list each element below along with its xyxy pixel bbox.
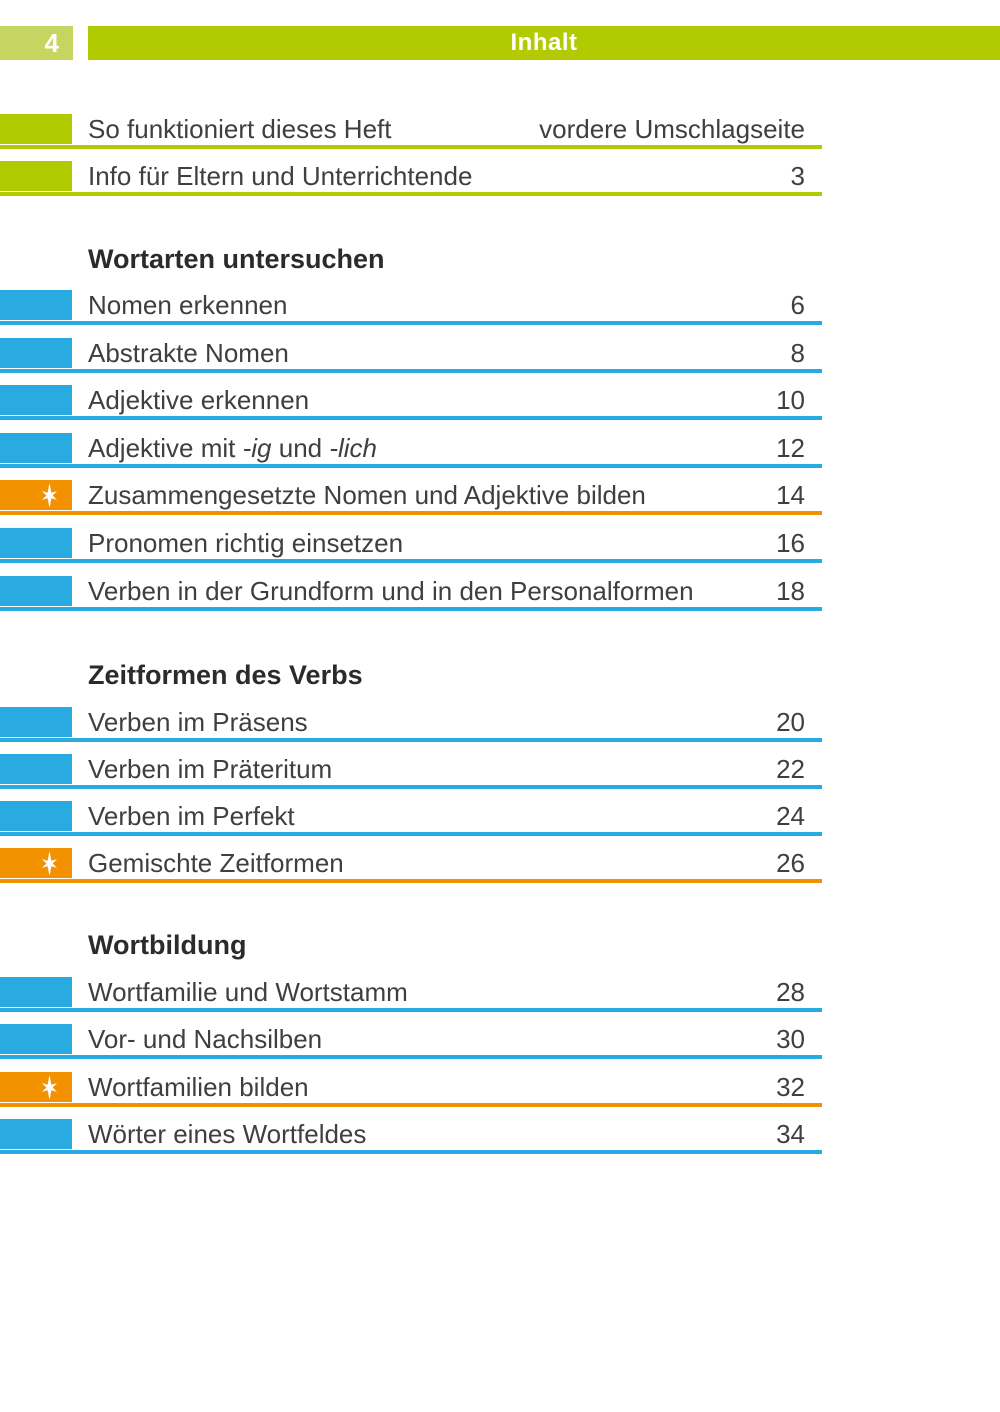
row-marker	[0, 480, 72, 510]
toc-row: Wortfamilie und Wortstamm 28	[0, 977, 822, 1012]
toc-item-page: 26	[776, 848, 805, 878]
toc-row: Verben im Präteritum 22	[0, 754, 822, 789]
row-marker	[0, 528, 72, 558]
row-marker	[0, 1119, 72, 1149]
toc-row: Adjektive erkennen 10	[0, 385, 822, 420]
toc-row: Pronomen richtig einsetzen 16	[0, 528, 822, 563]
row-marker	[0, 801, 72, 831]
star-burst-icon	[41, 850, 58, 876]
toc-row: Verben in der Grundform und in den Perso…	[0, 576, 822, 611]
toc-row: Vor- und Nachsilben 30	[0, 1024, 822, 1059]
toc-row: So funktioniert dieses Heft vordere Umsc…	[0, 114, 822, 149]
toc-item-page: 22	[776, 754, 805, 784]
row-marker	[0, 1072, 72, 1102]
page-number: 4	[0, 26, 73, 60]
star-burst-icon	[41, 1074, 58, 1100]
toc-item-page: 18	[776, 576, 805, 606]
toc-row: Nomen erkennen 6	[0, 290, 822, 325]
toc-item-label: Wörter eines Wortfeldes	[88, 1119, 367, 1149]
row-marker	[0, 848, 72, 878]
toc-item-label: Wortfamilie und Wortstamm	[88, 977, 408, 1007]
toc-row: Abstrakte Nomen 8	[0, 338, 822, 373]
row-marker	[0, 576, 72, 606]
row-marker	[0, 385, 72, 415]
toc-item-page: 3	[790, 161, 805, 191]
toc-item-page: 24	[776, 801, 805, 831]
toc-item-page: 14	[776, 480, 805, 510]
toc-item-label: Wortfamilien bilden	[88, 1072, 309, 1102]
toc-item-label: Verben im Präsens	[88, 707, 308, 737]
row-marker	[0, 1024, 72, 1054]
toc-item-page: 30	[776, 1024, 805, 1054]
section-heading: Zeitformen des Verbs	[88, 660, 363, 690]
toc-row: Info für Eltern und Unterrichtende 3	[0, 161, 822, 196]
section-heading: Wortarten untersuchen	[88, 244, 385, 274]
toc-item-page: 16	[776, 528, 805, 558]
toc-item-page: 20	[776, 707, 805, 737]
toc-item-page: vordere Umschlagseite	[539, 114, 805, 144]
toc-item-label: Pronomen richtig einsetzen	[88, 528, 404, 558]
toc-item-label: Verben im Perfekt	[88, 801, 295, 831]
toc-item-page: 6	[790, 290, 805, 320]
toc-row: Adjektive mit -ig und -lich 12	[0, 433, 822, 468]
toc-item-label: Adjektive erkennen	[88, 385, 310, 415]
toc-row: Verben im Präsens 20	[0, 707, 822, 742]
toc-item-label: Verben in der Grundform und in den Perso…	[88, 576, 694, 606]
row-marker	[0, 290, 72, 320]
toc-row: Wortfamilien bilden 32	[0, 1072, 822, 1107]
toc-item-label: Nomen erkennen	[88, 290, 288, 320]
star-burst-icon	[41, 482, 58, 508]
toc-item-page: 12	[776, 433, 805, 463]
toc-item-label: Abstrakte Nomen	[88, 338, 289, 368]
row-marker	[0, 707, 72, 737]
toc-row: Wörter eines Wortfeldes 34	[0, 1119, 822, 1154]
toc-item-page: 10	[776, 385, 805, 415]
row-marker	[0, 161, 72, 191]
row-marker	[0, 433, 72, 463]
toc-item-label: Vor- und Nachsilben	[88, 1024, 323, 1054]
section-heading: Wortbildung	[88, 930, 247, 960]
toc-item-page: 34	[776, 1119, 805, 1149]
toc-row: Gemischte Zeitformen 26	[0, 848, 822, 883]
row-marker	[0, 114, 72, 144]
toc-item-page: 32	[776, 1072, 805, 1102]
page-header-title: Inhalt	[88, 26, 1000, 60]
toc-item-label: Info für Eltern und Unterrichtende	[88, 161, 473, 191]
toc-item-page: 28	[776, 977, 805, 1007]
toc-item-label: Adjektive mit -ig und -lich	[88, 433, 378, 463]
toc-item-page: 8	[790, 338, 805, 368]
toc-row: Verben im Perfekt 24	[0, 801, 822, 836]
toc-item-label: Gemischte Zeitformen	[88, 848, 344, 878]
toc-row: Zusammengesetzte Nomen und Adjektive bil…	[0, 480, 822, 515]
row-marker	[0, 754, 72, 784]
row-marker	[0, 977, 72, 1007]
toc-item-label: Verben im Präteritum	[88, 754, 333, 784]
toc-item-label: Zusammengesetzte Nomen und Adjektive bil…	[88, 480, 646, 510]
row-marker	[0, 338, 72, 368]
toc-item-label: So funktioniert dieses Heft	[88, 114, 392, 144]
